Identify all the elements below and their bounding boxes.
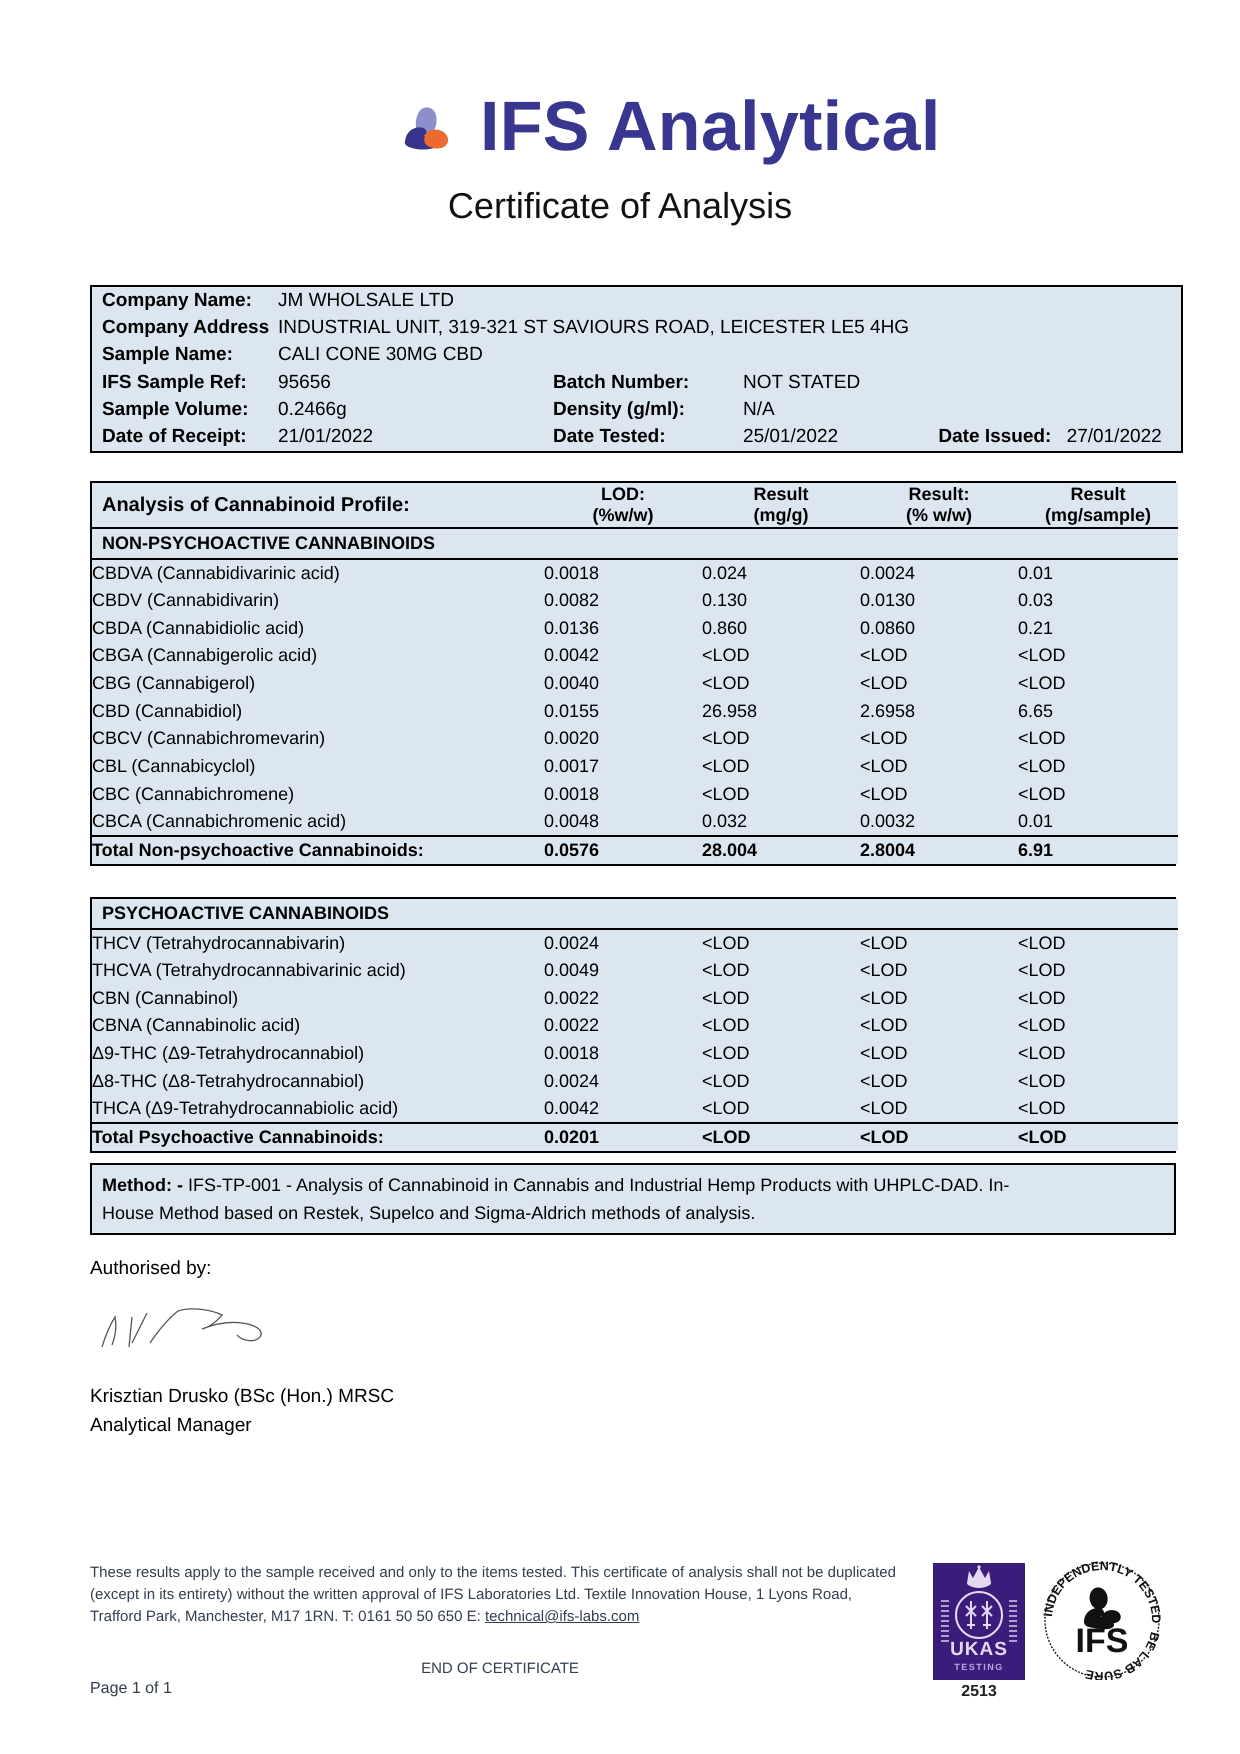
svg-text:UKAS: UKAS (950, 1639, 1008, 1660)
svg-text:TESTING: TESTING (954, 1662, 1004, 1672)
